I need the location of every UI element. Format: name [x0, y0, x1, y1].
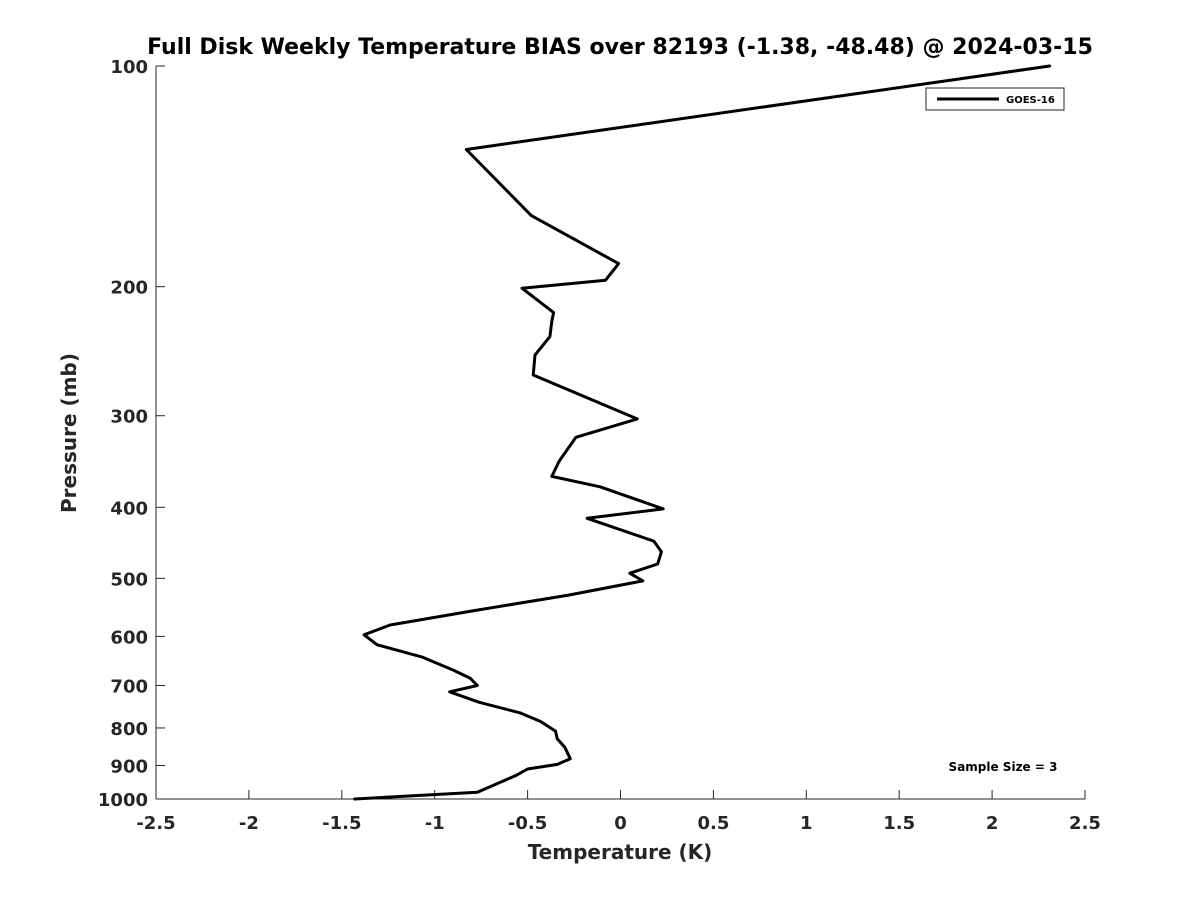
- x-tick-label: 0: [614, 813, 627, 834]
- y-tick-label: 600: [110, 627, 148, 648]
- y-tick-label: 100: [110, 57, 148, 78]
- x-axis-label: Temperature (K): [528, 840, 713, 864]
- x-tick-label: 2.5: [1069, 813, 1101, 834]
- legend-entry-label: GOES-16: [1006, 95, 1055, 106]
- x-tick-label: -2: [239, 813, 259, 834]
- x-tick-label: 1: [800, 813, 813, 834]
- y-tick-label: 900: [110, 756, 148, 777]
- x-tick-label: 1.5: [883, 813, 915, 834]
- x-tick-label: 0.5: [697, 813, 729, 834]
- x-tick-label: -1: [425, 813, 445, 834]
- x-tick-label: -0.5: [508, 813, 547, 834]
- y-tick-label: 400: [110, 498, 148, 519]
- x-tick-label: -2.5: [136, 813, 175, 834]
- y-axis-label: Pressure (mb): [57, 353, 81, 513]
- y-tick-label: 500: [110, 569, 148, 590]
- y-tick-label: 700: [110, 676, 148, 697]
- y-tick-label: 300: [110, 407, 148, 428]
- y-tick-label: 200: [110, 278, 148, 299]
- x-tick-label: -1.5: [322, 813, 361, 834]
- y-tick-label: 1000: [98, 790, 148, 811]
- series-layer: [353, 64, 1052, 801]
- series-line-goes-16: [353, 64, 1052, 801]
- y-tick-label: 800: [110, 719, 148, 740]
- sample-size-annotation: Sample Size = 3: [949, 760, 1058, 774]
- axes: -2.5 -2 -1.5 -1 -0.5 0 0.5 1 1.5 2 2.5 100 200 300 400…: [98, 57, 1101, 834]
- chart-title: Full Disk Weekly Temperature BIAS over 8…: [147, 35, 1093, 60]
- legend: GOES-16: [925, 87, 1065, 111]
- x-tick-label: 2: [986, 813, 999, 834]
